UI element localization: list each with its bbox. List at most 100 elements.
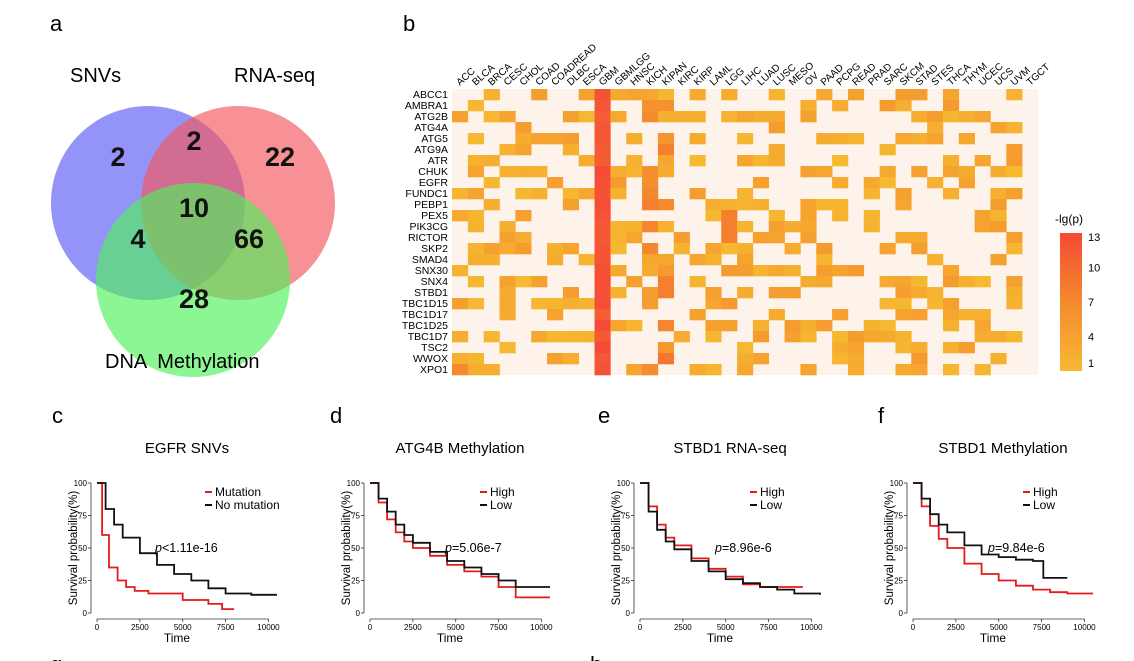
heatmap-row-label: STBD1 bbox=[414, 287, 448, 299]
heatmap-row-label: FUNDC1 bbox=[405, 188, 448, 200]
km-y-tick-label: 0 bbox=[899, 609, 904, 618]
heatmap-cell bbox=[990, 254, 1007, 266]
heatmap-cell bbox=[911, 287, 928, 299]
heatmap-cell bbox=[832, 331, 849, 343]
heatmap-cell bbox=[594, 309, 611, 321]
heatmap-cell bbox=[642, 265, 659, 277]
heatmap-cell bbox=[483, 254, 500, 266]
heatmap-cell bbox=[958, 342, 975, 354]
heatmap-legend-colorbar bbox=[1060, 233, 1082, 371]
venn-label-rnaseq: RNA-seq bbox=[234, 65, 315, 87]
heatmap-cell bbox=[879, 331, 896, 343]
heatmap-cell bbox=[879, 298, 896, 310]
heatmap-row-label: ABCC1 bbox=[413, 89, 448, 101]
heatmap-cell bbox=[958, 133, 975, 145]
panel-label-g: g bbox=[50, 652, 62, 661]
km-title: STBD1 RNA-seq bbox=[673, 440, 786, 457]
heatmap-cell bbox=[927, 111, 944, 123]
heatmap-cell bbox=[974, 210, 991, 222]
km-y-tick-label: 100 bbox=[617, 479, 631, 488]
heatmap-cell bbox=[911, 89, 928, 101]
heatmap-cell bbox=[768, 144, 785, 156]
heatmap-cell bbox=[911, 133, 928, 145]
km-legend-label: Low bbox=[490, 498, 512, 512]
km-panel-e: e STBD1 RNA-seq 0 25 50 75 100 0 2500 5000 7500 100… bbox=[598, 403, 823, 645]
heatmap-cell bbox=[942, 100, 960, 112]
heatmap-cell bbox=[673, 331, 690, 343]
heatmap-cell bbox=[499, 221, 516, 233]
km-y-tick-label: 75 bbox=[78, 512, 87, 521]
heatmap-cells bbox=[452, 89, 1038, 376]
heatmap-cell bbox=[610, 89, 627, 101]
heatmap-cell bbox=[689, 155, 706, 167]
heatmap-cell bbox=[642, 199, 659, 211]
km-legend-label: Low bbox=[1033, 498, 1055, 512]
km-x-tick-label: 10000 bbox=[800, 623, 823, 632]
heatmap-cell bbox=[626, 320, 643, 332]
heatmap-cell bbox=[515, 166, 532, 178]
heatmap-cell bbox=[847, 265, 865, 277]
heatmap-cell bbox=[800, 100, 817, 112]
heatmap-cell bbox=[578, 188, 595, 200]
km-legend-label: No mutation bbox=[215, 498, 280, 512]
heatmap-cell bbox=[990, 122, 1007, 134]
heatmap-cell bbox=[657, 100, 675, 112]
heatmap-cell bbox=[578, 298, 595, 310]
heatmap-cell bbox=[562, 188, 579, 200]
heatmap-cell bbox=[737, 364, 754, 376]
heatmap-cell bbox=[578, 155, 595, 167]
km-title: STBD1 Methylation bbox=[938, 440, 1067, 457]
heatmap-cell bbox=[974, 320, 991, 332]
heatmap-cell bbox=[752, 111, 770, 123]
km-y-tick-label: 0 bbox=[83, 609, 88, 618]
heatmap-cell bbox=[657, 276, 675, 288]
km-y-tick-label: 75 bbox=[621, 512, 630, 521]
heatmap-cell bbox=[911, 309, 928, 321]
heatmap-cell bbox=[499, 111, 516, 123]
heatmap-cell bbox=[547, 133, 564, 145]
heatmap-cell bbox=[1006, 144, 1023, 156]
heatmap-cell bbox=[594, 89, 611, 101]
heatmap-cell bbox=[752, 265, 770, 277]
heatmap-cell bbox=[832, 199, 849, 211]
heatmap-cell bbox=[705, 199, 722, 211]
heatmap-cell bbox=[483, 177, 500, 189]
heatmap-cell bbox=[594, 320, 611, 332]
heatmap-cell bbox=[657, 144, 675, 156]
heatmap-cell bbox=[784, 221, 801, 233]
heatmap-cell bbox=[1006, 122, 1023, 134]
heatmap-cell bbox=[594, 199, 611, 211]
heatmap-cell bbox=[847, 89, 865, 101]
km-x-tick-label: 10000 bbox=[1073, 623, 1096, 632]
km-y-label: Survival probability(%) bbox=[884, 491, 896, 606]
heatmap-cell bbox=[499, 144, 516, 156]
heatmap-cell bbox=[515, 188, 532, 200]
km-y-tick-label: 100 bbox=[347, 479, 361, 488]
km-x-tick-label: 2500 bbox=[674, 623, 692, 632]
heatmap-cell bbox=[721, 89, 738, 101]
heatmap-cell bbox=[895, 342, 912, 354]
heatmap-cell bbox=[1006, 243, 1023, 255]
heatmap-cell bbox=[1006, 276, 1023, 288]
heatmap-legend-tick: 7 bbox=[1088, 297, 1094, 309]
heatmap-cell bbox=[594, 254, 611, 266]
heatmap-cell bbox=[752, 320, 770, 332]
heatmap-cell bbox=[768, 89, 785, 101]
heatmap-cell bbox=[768, 111, 785, 123]
heatmap-cell bbox=[562, 298, 579, 310]
heatmap-cell bbox=[990, 353, 1007, 365]
heatmap-cell bbox=[895, 298, 912, 310]
heatmap-cell bbox=[467, 133, 484, 145]
heatmap-cell bbox=[594, 331, 611, 343]
km-legend-label: High bbox=[490, 485, 515, 499]
heatmap-cell bbox=[594, 133, 611, 145]
heatmap-cell bbox=[594, 232, 611, 244]
heatmap-cell bbox=[927, 122, 944, 134]
heatmap-cell bbox=[942, 265, 960, 277]
heatmap-cell bbox=[737, 243, 754, 255]
heatmap-cell bbox=[737, 265, 754, 277]
heatmap-cell bbox=[452, 265, 469, 277]
heatmap-cell bbox=[927, 298, 944, 310]
heatmap-cell bbox=[832, 265, 849, 277]
heatmap-cell bbox=[1006, 89, 1023, 101]
